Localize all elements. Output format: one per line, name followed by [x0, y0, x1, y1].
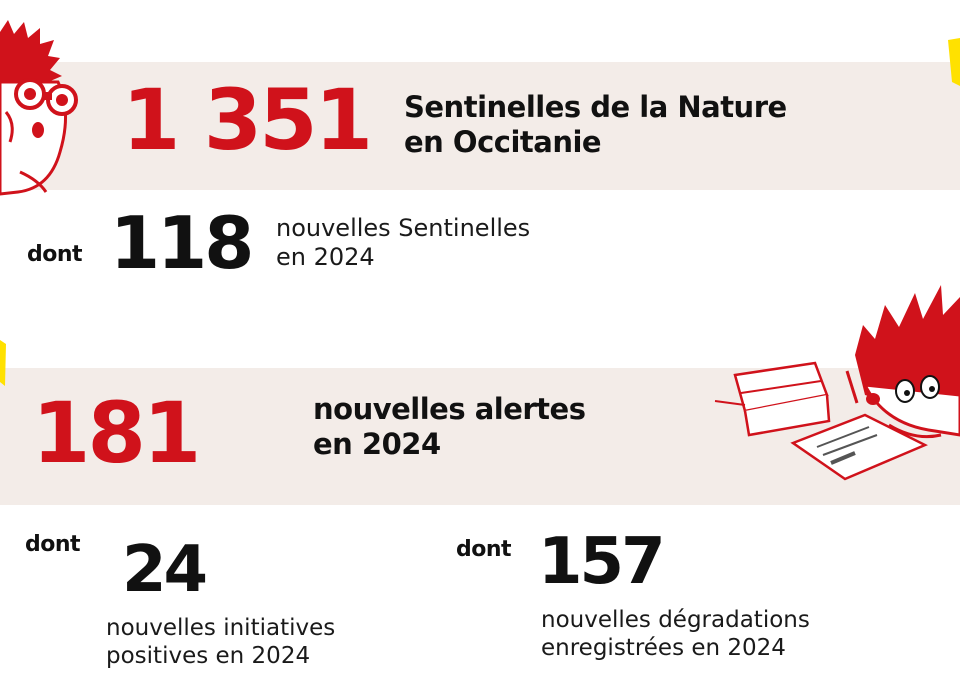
- title-line-1: nouvelles alertes: [313, 392, 586, 426]
- positive-initiatives-label: nouvelles initiatives positives en 2024: [106, 615, 335, 670]
- degradations-label: nouvelles dégradations enregistrées en 2…: [541, 607, 810, 662]
- total-alertes-label: nouvelles alertes en 2024: [313, 392, 586, 462]
- yellow-highlight-icon: [948, 38, 960, 86]
- title-line-2: en 2024: [313, 426, 441, 461]
- sub-line-1: nouvelles Sentinelles: [276, 214, 531, 242]
- dont-label: dont: [25, 532, 81, 557]
- sub-line-1: nouvelles initiatives: [106, 615, 336, 641]
- positive-initiatives-count: 24: [122, 533, 208, 607]
- dont-label: dont: [456, 537, 512, 562]
- total-sentinelles-count: 1 351: [122, 71, 373, 169]
- stat-band-sentinelles: [0, 62, 960, 190]
- total-alertes-count: 181: [32, 384, 201, 482]
- sub-line-2: enregistrées en 2024: [541, 634, 786, 661]
- total-sentinelles-label: Sentinelles de la Nature en Occitanie: [404, 90, 787, 160]
- title-line-2: en Occitanie: [404, 124, 602, 159]
- sub-line-1: nouvelles dégradations: [541, 607, 810, 633]
- sub-line-2: positives en 2024: [106, 642, 311, 669]
- new-sentinelles-count: 118: [110, 201, 254, 285]
- yellow-highlight-icon: [0, 340, 6, 386]
- sub-line-2: en 2024: [276, 242, 375, 271]
- hedgehog-writing-documents-icon: [714, 285, 960, 481]
- title-line-1: Sentinelles de la Nature: [404, 90, 787, 124]
- hedgehog-with-binoculars-icon: [0, 20, 78, 196]
- degradations-count: 157: [538, 525, 666, 599]
- new-sentinelles-label: nouvelles Sentinelles en 2024: [276, 214, 530, 272]
- dont-label: dont: [27, 242, 83, 267]
